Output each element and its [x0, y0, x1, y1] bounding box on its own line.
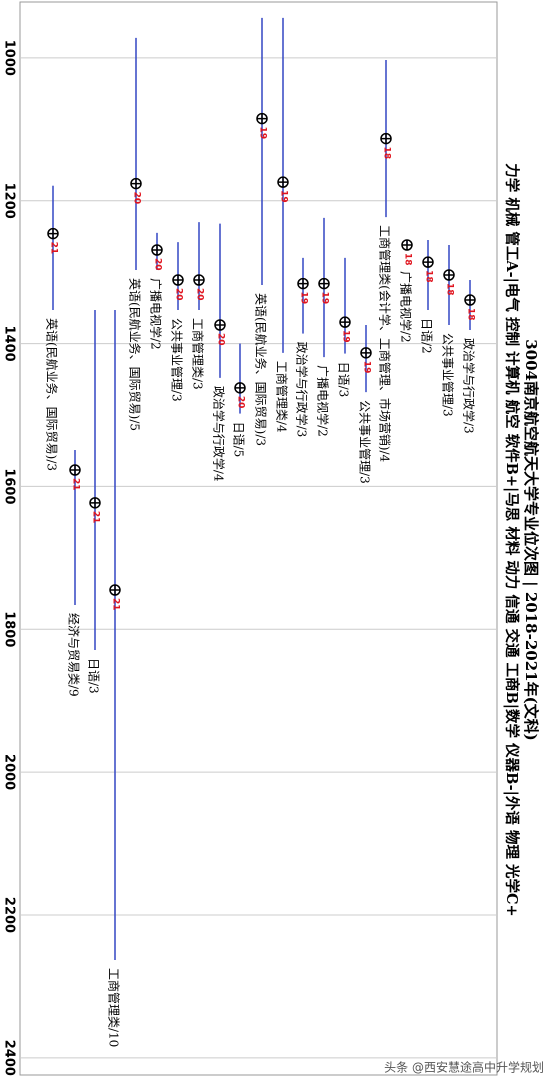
major-label: 政治学与行政学/3 — [462, 338, 477, 434]
major-label: 工商管理类(会计学、工商管理、市场营销)/4 — [378, 225, 393, 462]
marker — [339, 316, 351, 328]
marker — [360, 347, 372, 359]
major-label: 工商管理类/10 — [107, 968, 122, 1047]
marker — [109, 584, 121, 596]
marker — [172, 274, 184, 286]
marker — [151, 244, 163, 256]
y-tick-label: 1000 — [1, 40, 16, 76]
marker — [69, 464, 81, 476]
major-label: 日语/3 — [337, 362, 351, 398]
year-label: 19 — [320, 292, 330, 305]
major-label: 日语/5 — [232, 422, 246, 458]
year-label: 20 — [236, 396, 246, 409]
marker — [214, 319, 226, 331]
year-label: 19 — [362, 361, 372, 374]
major-label: 工商管理类/3 — [191, 318, 206, 390]
major-label: 经济与贸易类/9 — [67, 613, 82, 697]
year-label: 20 — [174, 288, 184, 301]
year-label: 21 — [90, 511, 100, 524]
chart-subtitle: 力学 机械 管工A-|电气 控制 计算机 航空 软件B+|马思 材料 动力 信通… — [503, 163, 521, 916]
major-label: 日语/2 — [420, 318, 434, 354]
marker — [318, 277, 330, 290]
major-label: 政治学与行政学/3 — [295, 342, 310, 438]
y-tick-label: 1200 — [2, 183, 17, 219]
year-label: 18 — [403, 253, 413, 266]
marker — [277, 176, 289, 188]
year-label: 21 — [111, 598, 121, 611]
year-label: 18 — [382, 147, 392, 160]
y-tick-label: 1400 — [2, 325, 17, 361]
marker — [234, 382, 246, 394]
major-label: 英语(民航业务、国际贸易)/3 — [45, 318, 60, 471]
major-label: 广播电视学/2 — [316, 365, 331, 437]
year-label: 21 — [49, 242, 59, 255]
year-label: 20 — [153, 258, 163, 271]
major-label: 广播电视学/2 — [399, 271, 414, 343]
year-label: 19 — [279, 190, 289, 203]
marker — [443, 269, 455, 281]
y-tick-label: 2200 — [2, 897, 17, 933]
year-label: 19 — [258, 127, 268, 140]
marker — [401, 239, 413, 251]
year-label: 18 — [424, 270, 434, 283]
year-label: 19 — [299, 292, 309, 305]
chart-title: 3004南京航空航天大学专业位次图 | 2018-2021年(文科) — [522, 339, 540, 741]
marker — [464, 294, 476, 306]
major-label: 广播电视学/2 — [149, 278, 164, 350]
year-label: 21 — [71, 478, 81, 491]
marker — [256, 112, 268, 125]
major-label: 工商管理类/4 — [275, 361, 290, 433]
marker — [193, 274, 205, 286]
year-label: 20 — [195, 288, 205, 301]
major-label: 英语(民航业务、国际贸易)/5 — [128, 278, 143, 431]
watermark: 头条 @西安慧途高中升学规划 — [384, 1060, 544, 1075]
marker — [130, 177, 142, 190]
marker — [380, 132, 392, 145]
marker — [422, 256, 434, 268]
year-label: 20 — [132, 192, 142, 205]
year-label: 19 — [341, 330, 351, 343]
plot-frame — [19, 1, 498, 1076]
major-label: 政治学与行政学/4 — [212, 386, 227, 482]
year-label: 20 — [216, 333, 226, 346]
major-label: 公共事业管理/3 — [358, 400, 373, 484]
y-tick-label: 1800 — [2, 611, 17, 647]
marker — [47, 227, 59, 240]
marker — [297, 277, 309, 290]
y-tick-label: 2000 — [2, 754, 17, 790]
major-label: 公共事业管理/3 — [441, 333, 456, 417]
marker — [89, 497, 101, 509]
year-label: 18 — [466, 308, 476, 321]
y-tick-label: 1600 — [2, 468, 17, 504]
major-label: 日语/3 — [87, 658, 101, 694]
major-label: 英语(民航业务、国际贸易)/3 — [254, 293, 269, 446]
y-tick-label: 2400 — [2, 1040, 17, 1076]
major-label: 公共事业管理/3 — [170, 318, 185, 402]
year-label: 18 — [445, 283, 455, 296]
